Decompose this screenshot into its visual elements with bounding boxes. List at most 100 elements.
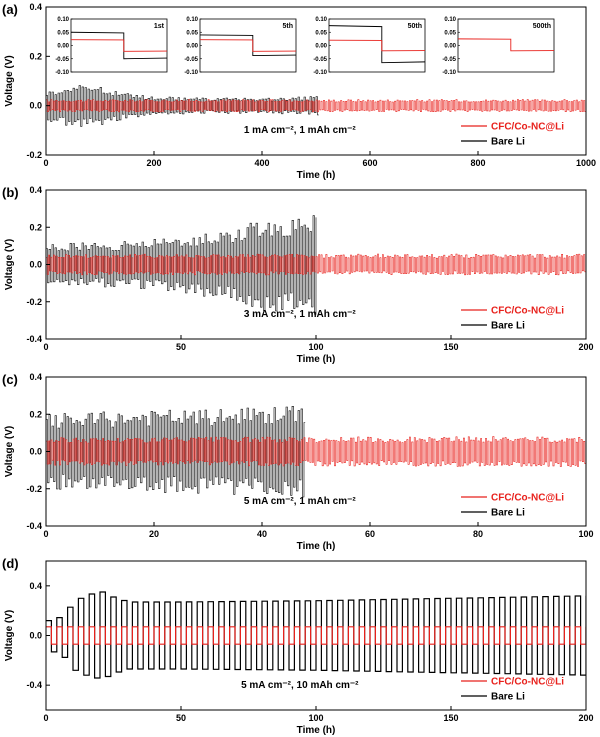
inset-y-tick-label: 0.00 bbox=[186, 44, 198, 50]
legend-entry: Bare Li bbox=[491, 137, 525, 148]
x-tick-label: 200 bbox=[578, 713, 593, 723]
y-tick-label: 0.4 bbox=[29, 185, 42, 195]
legend-entry: Bare Li bbox=[491, 508, 525, 519]
x-tick-label: 50 bbox=[176, 342, 186, 352]
y-tick-label: 0.4 bbox=[29, 372, 42, 382]
inset-y-tick-label: -0.05 bbox=[55, 57, 69, 63]
y-tick-label: 0.2 bbox=[29, 51, 42, 61]
x-tick-label: 20 bbox=[149, 529, 159, 539]
inset-y-tick-label: 0.05 bbox=[186, 30, 198, 36]
inset-frame bbox=[328, 18, 426, 73]
series-line bbox=[46, 626, 586, 645]
x-tick-label: 0 bbox=[43, 529, 48, 539]
inset-frame bbox=[457, 18, 555, 73]
inset-y-tick-label: -0.05 bbox=[184, 57, 198, 63]
y-axis-label: Voltage (V) bbox=[4, 239, 15, 290]
y-tick-label: 0.4 bbox=[29, 2, 42, 12]
legend-entry: CFC/Co-NC@Li bbox=[491, 677, 564, 688]
inset-y-tick-label: 0.00 bbox=[444, 44, 456, 50]
inset-y-tick-label: 0.05 bbox=[315, 30, 327, 36]
chart-panel: 0 50 100 150 200 -0.4 -0.2 0.0 0.2 0.4 Time (h) Vol… bbox=[2, 185, 594, 365]
y-tick-label: 0.4 bbox=[29, 581, 42, 591]
legend-entry: CFC/Co-NC@Li bbox=[491, 493, 564, 504]
x-tick-label: 100 bbox=[308, 342, 323, 352]
y-tick-label: 0.0 bbox=[29, 631, 42, 641]
condition-annotation: 5 mA cm⁻², 10 mAh cm⁻² bbox=[241, 680, 359, 691]
condition-annotation: 5 mA cm⁻², 1 mAh cm⁻² bbox=[244, 496, 357, 507]
y-tick-label: 0.2 bbox=[29, 222, 42, 232]
x-tick-label: 400 bbox=[254, 158, 269, 168]
inset-cycle-label: 500th bbox=[533, 23, 551, 30]
inset-y-tick-label: 0.10 bbox=[315, 17, 327, 23]
condition-annotation: 3 mA cm⁻², 1 mAh cm⁻² bbox=[244, 309, 357, 320]
x-axis-label: Time (h) bbox=[297, 170, 336, 181]
inset-cycle-label: 5th bbox=[283, 23, 294, 30]
inset-y-tick-label: -0.05 bbox=[442, 57, 456, 63]
inset-series-line bbox=[328, 39, 426, 52]
inset-cycle-label: 50th bbox=[408, 23, 422, 30]
inset: -0.10 -0.05 0.00 0.05 0.10 500th bbox=[442, 17, 555, 76]
inset-y-tick-label: -0.10 bbox=[184, 70, 198, 76]
inset-y-tick-label: -0.10 bbox=[55, 70, 69, 76]
y-tick-label: 0.2 bbox=[29, 409, 42, 419]
condition-annotation: 1 mA cm⁻², 1 mAh cm⁻² bbox=[244, 125, 357, 136]
x-tick-label: 200 bbox=[146, 158, 161, 168]
y-tick-label: 0.0 bbox=[29, 260, 42, 270]
chart-panel: 0 50 100 150 200 -0.4 0.0 0.4 Time (h) Voltage (V… bbox=[2, 556, 594, 736]
legend-entry: Bare Li bbox=[491, 692, 525, 703]
inset: -0.10 -0.05 0.00 0.05 0.10 50th bbox=[313, 17, 426, 76]
legend-entry: CFC/Co-NC@Li bbox=[491, 306, 564, 317]
y-tick-label: -0.2 bbox=[26, 484, 42, 494]
inset-y-tick-label: 0.00 bbox=[315, 44, 327, 50]
x-tick-label: 100 bbox=[308, 713, 323, 723]
x-tick-label: 0 bbox=[43, 158, 48, 168]
series-line bbox=[46, 253, 586, 276]
y-tick-label: -0.4 bbox=[26, 680, 42, 690]
inset-series-line bbox=[457, 38, 555, 52]
x-tick-label: 1000 bbox=[576, 158, 596, 168]
panel-label: (a) bbox=[2, 2, 18, 17]
x-tick-label: 0 bbox=[43, 713, 48, 723]
inset-cycle-label: 1st bbox=[154, 23, 165, 30]
panel-label: (d) bbox=[2, 556, 19, 571]
panel-label: (c) bbox=[2, 372, 18, 387]
x-axis-label: Time (h) bbox=[297, 725, 336, 736]
chart-panel: 0 200 400 600 800 1000 -0.2 0.0 0.2 0.4 Time (h) Vo… bbox=[2, 2, 596, 181]
y-tick-label: 0.0 bbox=[29, 447, 42, 457]
inset-y-tick-label: 0.10 bbox=[186, 17, 198, 23]
y-axis-label: Voltage (V) bbox=[4, 610, 15, 661]
series-line bbox=[46, 591, 586, 679]
series-line bbox=[46, 215, 317, 315]
x-tick-label: 150 bbox=[443, 342, 458, 352]
inset-frame bbox=[70, 18, 168, 73]
x-tick-label: 800 bbox=[470, 158, 485, 168]
x-tick-label: 60 bbox=[365, 529, 375, 539]
legend-entry: CFC/Co-NC@Li bbox=[491, 122, 564, 133]
x-tick-label: 150 bbox=[443, 713, 458, 723]
series-line bbox=[46, 436, 586, 467]
inset: -0.10 -0.05 0.00 0.05 0.10 5th bbox=[184, 17, 297, 76]
x-tick-label: 100 bbox=[578, 529, 593, 539]
x-tick-label: 40 bbox=[257, 529, 267, 539]
panel-label: (b) bbox=[2, 185, 19, 200]
legend-entry: Bare Li bbox=[491, 321, 525, 332]
inset-y-tick-label: -0.10 bbox=[442, 70, 456, 76]
inset-y-tick-label: 0.00 bbox=[57, 44, 69, 50]
y-axis-label: Voltage (V) bbox=[4, 55, 15, 106]
series-line bbox=[46, 406, 306, 498]
series-line bbox=[46, 99, 586, 113]
inset-y-tick-label: 0.10 bbox=[444, 17, 456, 23]
x-tick-label: 50 bbox=[176, 713, 186, 723]
inset-y-tick-label: -0.05 bbox=[313, 57, 327, 63]
x-axis-label: Time (h) bbox=[297, 541, 336, 552]
x-tick-label: 80 bbox=[473, 529, 483, 539]
x-tick-label: 0 bbox=[43, 342, 48, 352]
y-tick-label: -0.2 bbox=[26, 150, 42, 160]
y-axis-label: Voltage (V) bbox=[4, 426, 15, 477]
x-tick-label: 200 bbox=[578, 342, 593, 352]
x-tick-label: 600 bbox=[362, 158, 377, 168]
inset-y-tick-label: 0.05 bbox=[444, 30, 456, 36]
chart-panel: 0 20 40 60 80 100 -0.4 -0.2 0.0 0.2 0.4 Time (h) Vol… bbox=[2, 372, 594, 552]
plot-frame bbox=[45, 6, 587, 156]
